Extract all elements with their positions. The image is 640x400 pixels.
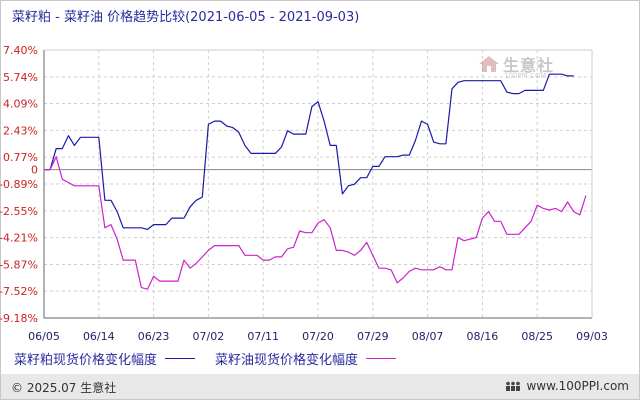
legend-item-series1: 菜籽粕现货价格变化幅度: [14, 349, 196, 368]
chart-title: 菜籽粕 - 菜籽油 价格趋势比较(2021-06-05 - 2021-09-03…: [12, 10, 360, 25]
x-tick-label: 07/29: [357, 330, 389, 343]
x-tick-labels: 06/05 06/14 06/23 07/02 07/11 07/20 07/29 08/07…: [28, 330, 608, 343]
watermark-subtext: 100PPI.COM: [504, 72, 547, 80]
series: [44, 73, 587, 290]
x-tick-label: 08/07: [412, 330, 444, 343]
y-tick-label: 5.74%: [3, 71, 38, 84]
legend-label-series1: 菜籽粕现货价格变化幅度: [14, 353, 158, 368]
x-tick-label: 06/23: [138, 330, 170, 343]
y-tick-label: 2.43%: [3, 124, 38, 137]
y-tick-labels: 7.40% 5.74% 4.09% 2.43% 0.77%0-0.89% -2.55% -4…: [0, 44, 38, 325]
people-icon: [506, 381, 521, 391]
watermark-logo: 生意社 100PPI.COM: [478, 52, 555, 80]
legend-item-series2: 菜籽油现货价格变化幅度: [215, 349, 397, 368]
y-tick-label: -9.18%: [0, 312, 38, 325]
legend-swatch-series1: [165, 358, 196, 359]
legend-label-series2: 菜籽油现货价格变化幅度: [215, 353, 359, 368]
x-tick-label: 09/03: [576, 330, 608, 343]
x-tick-label: 06/05: [28, 330, 60, 343]
y-tick-label: -7.52%: [0, 285, 38, 298]
y-tick-label: 4.09%: [3, 98, 38, 111]
footer-bar: © 2025.07 生意社 www.100PPI.com: [1, 374, 639, 399]
series-line-1: [44, 73, 574, 230]
x-tick-label: 07/02: [193, 330, 225, 343]
legend-swatch-series2: [366, 358, 397, 359]
site-link[interactable]: www.100PPI.com: [505, 379, 629, 393]
series-line-2: [44, 156, 587, 290]
x-tick-label: 08/16: [467, 330, 499, 343]
y-tick-label: -4.21%: [0, 232, 38, 245]
y-tick-label: 0.77%: [3, 151, 38, 164]
house-icon: [479, 56, 499, 72]
y-tick-label: -0.89%: [0, 178, 38, 191]
x-tick-label: 06/14: [83, 330, 115, 343]
y-tick-label: 0: [31, 164, 38, 177]
watermark-text: 生意社: [503, 56, 555, 75]
copyright-text: © 2025.07 生意社: [11, 381, 117, 395]
site-link-text[interactable]: www.100PPI.com: [526, 379, 629, 393]
y-tick-label: -5.87%: [0, 258, 38, 271]
axes: [43, 49, 593, 319]
y-tick-label: 7.40%: [3, 44, 38, 57]
x-tick-label: 07/11: [247, 330, 279, 343]
y-tick-label: -2.55%: [0, 205, 38, 218]
legend: 菜籽粕现货价格变化幅度 菜籽油现货价格变化幅度: [14, 349, 416, 368]
x-tick-label: 07/20: [302, 330, 334, 343]
x-tick-label: 08/25: [521, 330, 553, 343]
grid: [43, 49, 593, 319]
